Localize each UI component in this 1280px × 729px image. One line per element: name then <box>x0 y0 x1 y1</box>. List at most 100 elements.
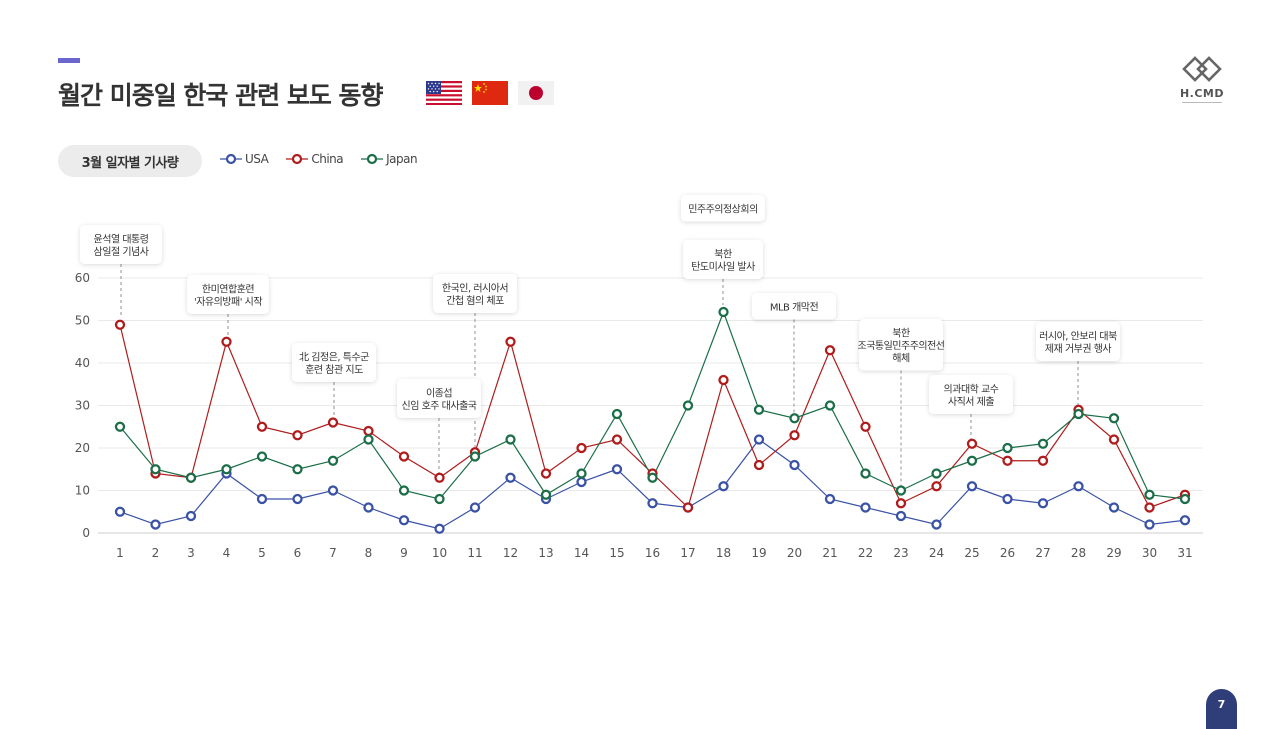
legend-item-usa: USA <box>220 152 269 166</box>
annotation-text: 北 김정은, 특수군 <box>299 352 369 364</box>
y-tick-label: 20 <box>75 441 90 455</box>
data-point-china <box>540 468 552 479</box>
data-point-japan <box>789 413 800 424</box>
data-point-china <box>576 442 587 454</box>
data-point-japan <box>469 451 481 462</box>
data-point-china <box>1144 502 1155 513</box>
data-point-china <box>1037 455 1049 466</box>
legend-item-japan: Japan <box>361 152 418 166</box>
data-point-japan <box>221 464 232 475</box>
x-tick-label: 15 <box>609 546 624 560</box>
data-point-china <box>1002 455 1013 466</box>
data-point-china <box>256 421 268 432</box>
annotation-text: 북한 <box>892 328 910 340</box>
annotation-text: 의과대학 교수 <box>944 384 999 396</box>
china-flag-icon <box>472 81 508 105</box>
data-point-china <box>221 336 232 347</box>
annotation-text: 민주주의정상회의 <box>688 204 758 216</box>
annotation-text: 제재 거부권 행사 <box>1045 343 1112 355</box>
data-point-usa <box>895 510 907 522</box>
data-point-usa <box>1037 498 1049 509</box>
data-point-china <box>931 481 942 492</box>
data-point-japan <box>1179 493 1191 505</box>
x-tick-label: 27 <box>1035 546 1050 560</box>
annotation-text: 한미연합훈련 <box>202 283 254 296</box>
x-tick-label: 16 <box>645 546 660 560</box>
data-point-usa <box>185 510 197 522</box>
x-tick-label: 21 <box>822 546 837 560</box>
annotation-callout: 한미연합훈련'자유의방패' 시작 <box>187 275 269 314</box>
x-tick-label: 4 <box>223 546 231 560</box>
annotation-text: 삼일절 기념사 <box>94 245 149 258</box>
data-point-usa <box>718 481 729 492</box>
data-point-china <box>434 472 445 483</box>
data-point-japan <box>256 451 268 462</box>
data-point-usa <box>398 515 410 526</box>
data-point-japan <box>647 472 658 483</box>
data-point-china <box>789 430 800 441</box>
data-point-china <box>860 421 871 432</box>
data-point-japan <box>1108 413 1120 424</box>
x-tick-label: 25 <box>964 546 979 560</box>
legend-marker-china <box>286 153 309 165</box>
data-point-usa <box>860 502 871 513</box>
x-tick-label: 11 <box>467 546 482 560</box>
x-tick-label: 24 <box>929 546 944 560</box>
x-tick-label: 29 <box>1106 546 1121 560</box>
annotation-box <box>1036 322 1120 361</box>
x-tick-label: 3 <box>187 546 195 560</box>
x-tick-label: 7 <box>329 546 337 560</box>
data-point-japan <box>966 455 978 466</box>
data-point-japan <box>682 400 694 411</box>
annotation-box <box>752 293 836 320</box>
annotation-box <box>292 343 376 382</box>
data-point-japan <box>398 485 410 496</box>
data-point-japan <box>718 306 729 318</box>
legend-label-usa: USA <box>245 152 269 166</box>
x-tick-label: 1 <box>116 546 124 560</box>
annotation-box <box>929 375 1013 414</box>
y-tick-label: 30 <box>75 399 90 413</box>
data-point-japan <box>860 468 871 479</box>
x-tick-label: 30 <box>1142 546 1157 560</box>
y-tick-label: 50 <box>75 314 90 328</box>
y-tick-label: 60 <box>75 271 90 285</box>
data-point-usa <box>931 519 942 530</box>
data-point-usa <box>753 434 765 445</box>
data-point-china <box>327 417 339 428</box>
data-point-usa <box>469 502 481 513</box>
us-flag-icon <box>426 81 462 105</box>
annotation-callout: MLB 개막전 <box>752 293 836 320</box>
annotation-box <box>397 379 481 418</box>
data-point-china <box>363 425 374 437</box>
x-tick-label: 13 <box>538 546 553 560</box>
data-point-usa <box>150 519 161 530</box>
title-accent-bar <box>58 58 80 63</box>
annotation-text: 윤석열 대통령 <box>94 234 149 246</box>
data-point-china <box>398 451 410 462</box>
annotation-text: 해체 <box>892 352 910 365</box>
data-point-china <box>114 319 126 330</box>
data-point-china <box>966 438 978 449</box>
data-point-japan <box>1144 489 1155 500</box>
legend-marker-japan <box>361 153 384 165</box>
annotation-text: '자유의방패' 시작 <box>194 296 262 308</box>
data-point-usa <box>647 498 658 509</box>
y-tick-label: 10 <box>75 484 90 498</box>
annotation-box <box>859 319 943 371</box>
series-line-usa <box>119 438 1186 530</box>
annotation-text: 간첩 혐의 체포 <box>446 295 504 307</box>
data-point-japan <box>114 421 126 432</box>
annotation-text: 북한 <box>714 249 732 261</box>
data-point-japan <box>895 485 907 496</box>
data-point-japan <box>931 468 942 479</box>
x-tick-label: 8 <box>365 546 373 560</box>
data-point-usa <box>1179 515 1191 526</box>
annotation-box <box>80 225 162 264</box>
x-tick-label: 22 <box>858 546 873 560</box>
data-point-japan <box>1002 442 1013 454</box>
x-tick-label: 2 <box>152 546 160 560</box>
